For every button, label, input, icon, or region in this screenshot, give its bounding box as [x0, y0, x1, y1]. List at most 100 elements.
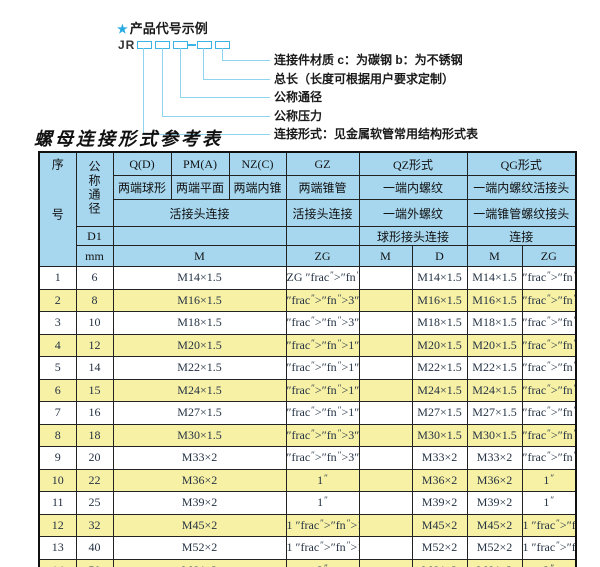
cell-seq: 12	[38, 513, 77, 537]
cell-qz_d: M16×1.5	[411, 288, 468, 312]
connector-line	[162, 48, 163, 116]
cell-qz_m	[358, 536, 413, 560]
header-unit-m: M	[112, 245, 287, 267]
cell-qg_m: M16×1.5	[466, 288, 523, 312]
cell-gz: 1 ″frac″>″fn″>1″fd″>2″	[285, 536, 360, 560]
table-row: 615M24×1.5″frac″>″fn″>1″fd″>2″M24×1.5M24…	[38, 378, 577, 402]
cell-qz_d: M64×2	[411, 558, 468, 567]
cell-m: M39×2	[112, 491, 287, 515]
header-gz-desc: 两端锥管	[285, 175, 360, 200]
product-code-prefix: JR	[118, 38, 136, 52]
connector-line	[180, 48, 181, 97]
connector-line	[222, 48, 223, 60]
cell-dn: 6	[75, 266, 114, 290]
cell-qg_m: M27×1.5	[466, 401, 523, 425]
cell-m: M30×1.5	[112, 423, 287, 447]
cell-qz_m	[358, 288, 413, 312]
cell-m: M22×1.5	[112, 356, 287, 380]
table-row: 310M18×1.5″frac″>″fn″>3″fd″>8″M18×1.5M18…	[38, 311, 577, 335]
table-row: 10 22 M36×2 1″ M36×2 M36×2 1″	[38, 468, 577, 492]
header-qg-desc1: 一端内螺纹活接头	[466, 175, 577, 200]
cell-qz_d: M20×1.5	[411, 333, 468, 357]
cell-seq: 1	[38, 266, 77, 290]
header-d1: D1	[75, 226, 114, 246]
cell-qz_m	[358, 401, 413, 425]
cell-qg_zg: ″frac″>″fn″>3″fd″>8″	[521, 311, 577, 335]
header-unit-qg-zg: ZG	[521, 245, 577, 267]
cell-m: M18×1.5	[112, 311, 287, 335]
cell-qz_m	[358, 513, 413, 537]
cell-dn: 32	[75, 513, 114, 537]
cell-gz: 1″	[285, 491, 360, 515]
header-qg-conn: 连接	[466, 226, 577, 246]
cell-m: M52×2	[112, 536, 287, 560]
cell-gz: ″frac″>″fn″>1″fd″>2″	[285, 333, 360, 357]
cell-qg_zg: ″frac″>″fn″>1″fd″>2″	[521, 356, 577, 380]
cell-dn: 8	[75, 288, 114, 312]
cell-gz: ″frac″>″fn″>3″fd″>8″	[285, 288, 360, 312]
cell-qg_zg: 1 ″frac″>″fn″>1″fd″>4″	[521, 513, 577, 537]
cell-seq: 11	[38, 491, 77, 515]
header-col-q: Q(D)	[112, 151, 172, 176]
header-qz-conn: 球形接头连接	[358, 226, 468, 246]
header-unit-qz-m: M	[358, 245, 413, 267]
cell-dn: 15	[75, 378, 114, 402]
connector-line	[203, 48, 204, 79]
cell-qg_m: M45×2	[466, 513, 523, 537]
header-pm-desc: 两端平面	[170, 175, 230, 200]
header-unit-qg-m: M	[466, 245, 523, 267]
label-connection-form: 连接形式：见金属软管常用结构形式表	[274, 127, 479, 141]
cell-qg_zg: 2″	[521, 558, 577, 567]
header-union-conn: 活接头连接	[112, 199, 287, 227]
header-col-qg: QG形式	[466, 151, 577, 176]
cell-m: M64×2	[112, 558, 287, 567]
cell-qz_d: M52×2	[411, 536, 468, 560]
cell-qg_zg: ″frac″>″fn″>1″fd″>4″	[521, 266, 577, 290]
cell-dn: 16	[75, 401, 114, 425]
cell-dn: 18	[75, 423, 114, 447]
label-total-length: 总长（长度可根据用户要求定制）	[274, 72, 455, 86]
cell-qg_m: M18×1.5	[466, 311, 523, 335]
cell-m: M36×2	[112, 468, 287, 492]
header-dn: 公称通径	[75, 151, 114, 227]
code-box-1	[137, 41, 152, 49]
cell-qz_d: M33×2	[411, 446, 468, 470]
header-col-nz: NZ(C)	[228, 151, 287, 176]
cell-seq: 9	[38, 446, 77, 470]
cell-seq: 5	[38, 356, 77, 380]
cell-gz: ″frac″>″fn″>3″fd″>8″	[285, 311, 360, 335]
table-row: 920M33×2″frac″>″fn″>3″fd″>4″M33×2M33×2″f…	[38, 446, 577, 470]
connector-line	[143, 134, 270, 135]
header-unit-qz-d: D	[411, 245, 468, 267]
cell-qz_m	[358, 491, 413, 515]
cell-qg_zg: ″frac″>″fn″>1″fd″>2″	[521, 378, 577, 402]
cell-qg_m: M14×1.5	[466, 266, 523, 290]
header-mm: mm	[75, 245, 114, 267]
cell-qg_m: M36×2	[466, 468, 523, 492]
cell-qg_m: M64×2	[466, 558, 523, 567]
cell-seq: 14	[38, 558, 77, 567]
cell-seq: 10	[38, 468, 77, 492]
cell-m: M45×2	[112, 513, 287, 537]
cell-dn: 50	[75, 558, 114, 567]
cell-qz_d: M45×2	[411, 513, 468, 537]
cell-qg_zg: ″frac″>″fn″>1″fd″>2″	[521, 333, 577, 357]
cell-qg_m: M33×2	[466, 446, 523, 470]
cell-gz: 1″	[285, 468, 360, 492]
cell-seq: 13	[38, 536, 77, 560]
cell-seq: 2	[38, 288, 77, 312]
header-nz-desc: 两端内锥	[228, 175, 287, 200]
cell-dn: 22	[75, 468, 114, 492]
diagram-title: ★ 产品代号示例	[117, 18, 208, 37]
cell-dn: 40	[75, 536, 114, 560]
header-blank-gz	[285, 226, 360, 246]
cell-m: M33×2	[112, 446, 287, 470]
table-row: 514M22×1.5″frac″>″fn″>1″fd″>2″M22×1.5M22…	[38, 356, 577, 380]
connector-line	[180, 97, 270, 98]
star-icon: ★	[117, 22, 128, 36]
table-row: 11 25 M39×2 1″ M39×2 M39×2 1″	[38, 491, 577, 515]
cell-gz: 1 ″frac″>″fn″>1″fd″>4″	[285, 513, 360, 537]
